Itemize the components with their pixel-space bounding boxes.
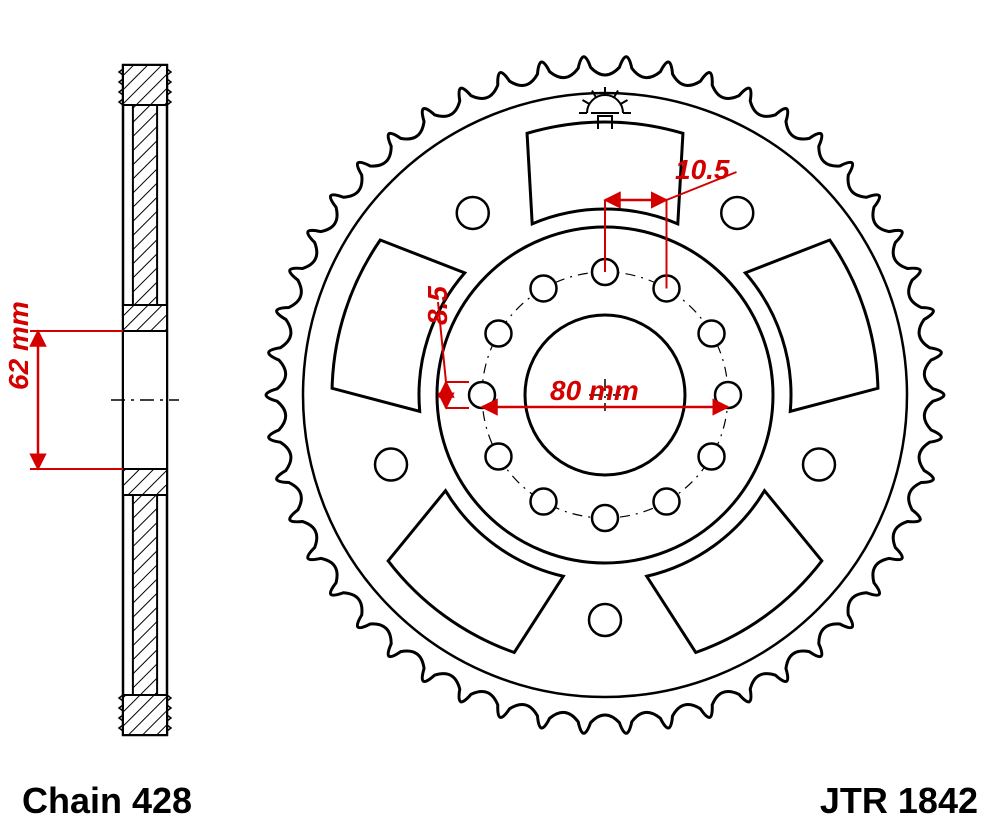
diagram-stage xyxy=(0,0,1000,833)
height-dimension-label: 62 mm xyxy=(3,301,35,390)
bore-dimension-label: 80 mm xyxy=(550,375,639,407)
side-profile-view xyxy=(30,65,179,735)
part-number-label: JTR 1842 xyxy=(820,780,978,822)
offset-dimension-label: 8.5 xyxy=(422,286,454,325)
hole-dia-dimension-label: 10.5 xyxy=(675,154,730,186)
chain-label: Chain 428 xyxy=(22,780,192,822)
